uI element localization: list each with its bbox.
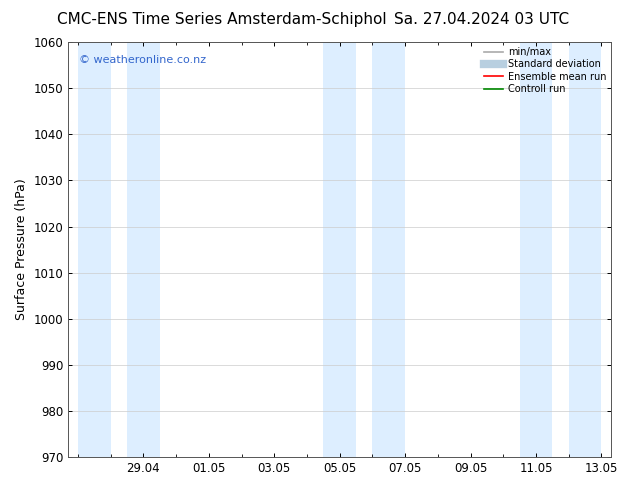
Bar — [323, 42, 356, 457]
Bar — [127, 42, 160, 457]
Text: © weatheronline.co.nz: © weatheronline.co.nz — [79, 54, 206, 65]
Bar — [569, 42, 602, 457]
Legend: min/max, Standard deviation, Ensemble mean run, Controll run: min/max, Standard deviation, Ensemble me… — [484, 47, 606, 94]
Text: Sa. 27.04.2024 03 UTC: Sa. 27.04.2024 03 UTC — [394, 12, 569, 27]
Bar — [520, 42, 552, 457]
Bar — [372, 42, 405, 457]
Text: CMC-ENS Time Series Amsterdam-Schiphol: CMC-ENS Time Series Amsterdam-Schiphol — [57, 12, 387, 27]
Bar — [78, 42, 111, 457]
Y-axis label: Surface Pressure (hPa): Surface Pressure (hPa) — [15, 179, 28, 320]
